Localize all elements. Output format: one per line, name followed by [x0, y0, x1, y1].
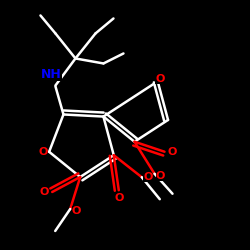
- Text: O: O: [168, 147, 177, 157]
- Text: O: O: [156, 171, 165, 181]
- Text: O: O: [114, 193, 124, 203]
- Text: O: O: [38, 147, 48, 157]
- Text: NH: NH: [41, 68, 62, 81]
- Text: O: O: [155, 74, 164, 84]
- Text: O: O: [72, 206, 81, 216]
- Text: O: O: [40, 187, 49, 197]
- Text: O: O: [143, 172, 152, 182]
